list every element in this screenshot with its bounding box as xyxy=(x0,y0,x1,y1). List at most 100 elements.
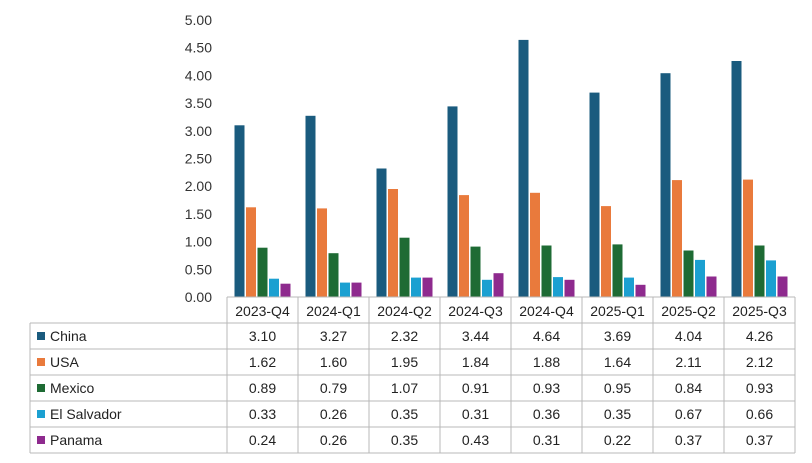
y-axis: 0.00 0.50 1.00 1.50 2.00 2.50 3.00 3.50 4.00 4.50… xyxy=(185,12,212,305)
table-value-cell: 0.36 xyxy=(533,406,560,422)
bar-el-salvador-2024-q4 xyxy=(553,277,563,297)
bar-el-salvador-2025-q2 xyxy=(695,259,705,297)
table-value-cell: 1.07 xyxy=(391,380,418,396)
bar-china-2024-q4 xyxy=(518,39,529,298)
table-value-cell: 1.84 xyxy=(462,354,489,370)
bar-usa-2024-q3 xyxy=(459,195,469,297)
table-value-cell: 2.11 xyxy=(675,354,701,370)
table-value-cell: 1.60 xyxy=(320,354,347,370)
bar-el-salvador-2023-q4 xyxy=(269,278,279,297)
bar-usa-2025-q3 xyxy=(743,179,753,297)
legend-series-name: Panama xyxy=(50,432,102,448)
table-value-cell: 0.95 xyxy=(604,380,631,396)
table-value-cell: 0.79 xyxy=(320,380,347,396)
y-tick-label: 1.00 xyxy=(185,234,212,250)
x-category-label: 2025-Q3 xyxy=(732,303,787,319)
table-value-cell: 2.12 xyxy=(746,354,773,370)
x-category-label: 2024-Q4 xyxy=(519,303,574,319)
table-value-cell: 0.26 xyxy=(320,432,347,448)
table-value-cell: 0.33 xyxy=(249,406,276,422)
bar-usa-2024-q1 xyxy=(317,208,327,297)
legend-series-name: El Salvador xyxy=(50,406,122,422)
y-tick-label: 2.50 xyxy=(185,151,212,167)
bar-mexico-2023-q4 xyxy=(257,247,268,297)
bar-panama-2024-q1 xyxy=(351,282,362,297)
bar-el-salvador-2024-q3 xyxy=(482,279,492,297)
bar-panama-2025-q3 xyxy=(777,276,788,297)
bar-china-2024-q3 xyxy=(447,106,458,298)
bar-mexico-2024-q3 xyxy=(470,246,481,297)
x-category-label: 2025-Q2 xyxy=(661,303,716,319)
table-value-cell: 0.43 xyxy=(462,432,489,448)
table-value-cell: 2.32 xyxy=(391,328,418,344)
table-value-cell: 0.93 xyxy=(746,380,773,396)
table-value-cell: 3.69 xyxy=(604,328,631,344)
y-tick-label: 4.50 xyxy=(185,40,212,56)
table-value-cell: 4.04 xyxy=(675,328,702,344)
table-value-cell: 0.91 xyxy=(462,380,489,396)
table-value-cell: 0.93 xyxy=(533,380,560,396)
legend-series-name: Mexico xyxy=(50,380,95,396)
x-category-label: 2023-Q4 xyxy=(235,303,290,319)
bar-usa-2025-q1 xyxy=(601,206,611,297)
data-table: 2023-Q4 2024-Q1 2024-Q2 2024-Q3 2024-Q4 2025-… xyxy=(29,296,796,454)
y-tick-label: 2.00 xyxy=(185,178,212,194)
y-tick-label: 5.00 xyxy=(185,12,212,28)
table-value-cell: 0.31 xyxy=(533,432,560,448)
table-value-cell: 1.64 xyxy=(604,354,631,370)
bar-usa-2023-q4 xyxy=(246,207,256,297)
bar-panama-2023-q4 xyxy=(280,283,291,297)
bar-china-2024-q1 xyxy=(305,115,316,297)
table-value-cell: 1.88 xyxy=(533,354,560,370)
table-value-cell: 0.37 xyxy=(746,432,773,448)
bar-mexico-2024-q2 xyxy=(399,237,410,297)
y-tick-label: 4.00 xyxy=(185,67,212,83)
x-category-label: 2025-Q1 xyxy=(590,303,645,319)
legend-key-usa xyxy=(37,358,45,366)
y-tick-label: 0.50 xyxy=(185,261,212,277)
x-category-label: 2024-Q2 xyxy=(377,303,432,319)
bar-el-salvador-2025-q3 xyxy=(766,260,776,297)
x-category-label: 2024-Q1 xyxy=(306,303,361,319)
legend-series-name: USA xyxy=(50,354,79,370)
bar-panama-2024-q2 xyxy=(422,277,433,297)
table-value-cell: 0.67 xyxy=(675,406,702,422)
table-value-cell: 0.24 xyxy=(249,432,276,448)
table-value-cell: 4.26 xyxy=(746,328,773,344)
bar-china-2025-q1 xyxy=(589,92,600,297)
table-value-cell: 3.27 xyxy=(320,328,347,344)
bar-panama-2024-q4 xyxy=(564,279,575,297)
table-value-cell: 0.31 xyxy=(462,406,489,422)
y-tick-label: 3.00 xyxy=(185,123,212,139)
table-value-cell: 0.89 xyxy=(249,380,276,396)
bar-mexico-2025-q2 xyxy=(683,250,694,297)
bar-panama-2024-q3 xyxy=(493,273,504,297)
bar-usa-2024-q2 xyxy=(388,189,398,297)
table-value-cell: 1.95 xyxy=(391,354,418,370)
table-value-cell: 0.37 xyxy=(675,432,702,448)
bar-mexico-2025-q1 xyxy=(612,244,623,297)
bar-el-salvador-2025-q1 xyxy=(624,277,634,297)
table-value-cell: 0.35 xyxy=(391,406,418,422)
x-category-label: 2024-Q3 xyxy=(448,303,503,319)
legend-key-el-salvador xyxy=(37,410,45,418)
table-value-cell: 0.66 xyxy=(746,406,773,422)
bar-panama-2025-q1 xyxy=(635,284,646,297)
bar-china-2024-q2 xyxy=(376,168,387,297)
bar-usa-2024-q4 xyxy=(530,192,540,297)
table-value-cell: 0.26 xyxy=(320,406,347,422)
table-value-cell: 1.62 xyxy=(249,354,276,370)
table-value-cell: 3.44 xyxy=(462,328,489,344)
bar-usa-2025-q2 xyxy=(672,180,682,297)
bar-el-salvador-2024-q2 xyxy=(411,277,421,297)
table-value-cell: 0.35 xyxy=(391,432,418,448)
table-value-cell: 0.84 xyxy=(675,380,702,396)
y-tick-label: 0.00 xyxy=(185,289,212,305)
bars xyxy=(234,39,788,298)
bar-panama-2025-q2 xyxy=(706,276,717,297)
bar-china-2025-q3 xyxy=(731,61,742,297)
legend-key-china xyxy=(37,332,45,340)
legend-key-panama xyxy=(37,436,45,444)
bar-mexico-2024-q1 xyxy=(328,253,339,297)
